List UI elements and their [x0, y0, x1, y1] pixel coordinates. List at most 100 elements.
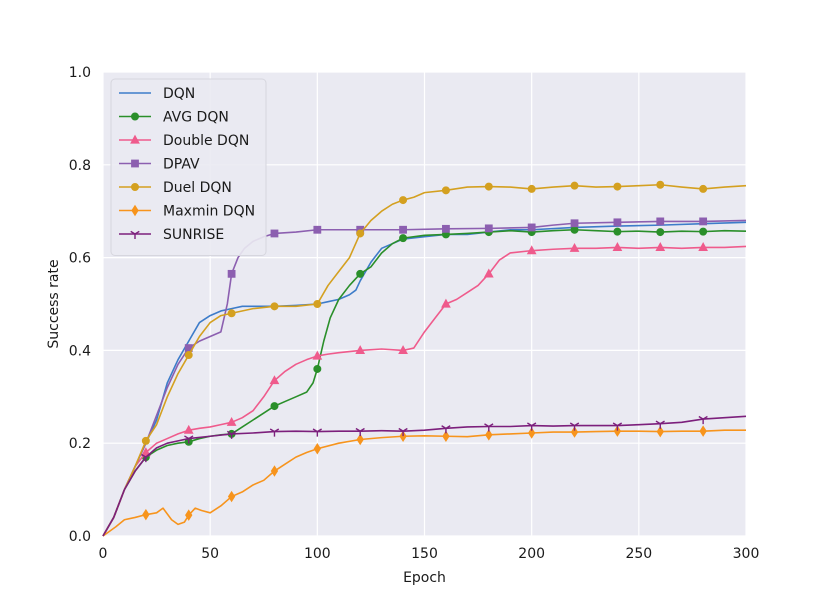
legend-item: Double DQN: [119, 133, 249, 149]
legend-item: SUNRISE: [119, 227, 224, 243]
series-marker: [613, 218, 622, 227]
y-tick-label: 0.6: [69, 251, 91, 267]
legend-item: Duel DQN: [119, 180, 232, 196]
series-marker: [399, 196, 408, 205]
series-marker: [399, 225, 407, 234]
series-marker: [569, 242, 580, 252]
series-marker: [140, 447, 151, 457]
series-marker: [655, 242, 666, 251]
y-axis-label: Success rate: [46, 259, 62, 348]
series-marker: [698, 415, 708, 425]
y-tick-label: 0.2: [69, 436, 91, 452]
series-marker: [312, 428, 322, 437]
series-marker: [570, 181, 579, 190]
series-line: [102, 415, 747, 537]
series-marker: [656, 217, 665, 226]
x-axis-label: Epoch: [403, 570, 446, 586]
series-marker: [399, 430, 407, 442]
series-marker: [570, 426, 579, 438]
series-double-dqn: [102, 242, 747, 537]
x-tick-label: 50: [201, 546, 219, 562]
y-tick-label: 0.4: [69, 343, 91, 359]
series-marker: [130, 134, 140, 144]
legend-label: Double DQN: [163, 133, 249, 149]
series-marker: [483, 268, 494, 278]
series-marker: [612, 422, 623, 431]
series-marker: [184, 351, 193, 360]
legend-box: [110, 78, 267, 256]
series-marker: [655, 420, 665, 429]
x-tick-label: 150: [411, 546, 438, 562]
legend-label: DQN: [163, 86, 195, 102]
series-marker: [356, 229, 365, 238]
series-marker: [270, 302, 279, 311]
series-marker: [130, 230, 140, 239]
series-marker: [269, 428, 280, 437]
series-marker: [356, 269, 365, 278]
legend-label: Maxmin DQN: [163, 204, 255, 220]
series-marker: [613, 182, 622, 191]
series-marker: [141, 453, 151, 463]
series-marker: [441, 186, 450, 195]
series-marker: [699, 184, 708, 193]
series-marker: [313, 225, 322, 234]
series-marker: [270, 402, 279, 411]
series-marker: [484, 423, 494, 432]
series-marker: [442, 224, 450, 233]
series-marker: [398, 427, 408, 437]
legend: DQN AVG DQN Double DQN DPAV Duel DQN Maxmin D…: [110, 78, 267, 256]
series-marker: [356, 433, 364, 446]
series-marker: [185, 509, 193, 521]
series-marker: [130, 182, 139, 191]
series-duel-dqn: [102, 180, 747, 537]
series-marker: [313, 299, 322, 308]
series-marker: [656, 228, 665, 237]
series-marker: [313, 443, 322, 455]
series-marker: [269, 375, 280, 385]
legend-label: DPAV: [163, 157, 200, 173]
series-marker: [183, 424, 194, 434]
series-marker: [441, 425, 451, 434]
series-marker: [184, 435, 194, 444]
series-marker: [698, 242, 709, 251]
x-tick-label: 250: [625, 546, 652, 562]
x-tick-label: 0: [99, 546, 108, 562]
series-marker: [699, 425, 707, 437]
series-marker: [227, 269, 236, 278]
series-marker: [442, 430, 450, 442]
series-marker: [142, 508, 150, 521]
series-marker: [613, 227, 622, 236]
x-tick-label: 100: [304, 546, 331, 562]
series-marker: [526, 245, 537, 255]
y-tick-label: 0.8: [69, 158, 91, 174]
series-marker: [612, 242, 623, 251]
series-marker: [699, 227, 708, 236]
series-marker: [270, 229, 279, 238]
series-marker: [130, 112, 139, 121]
series-marker: [355, 345, 366, 355]
y-tick-label: 0.0: [69, 529, 91, 545]
series-marker: [484, 182, 493, 191]
series-marker: [656, 180, 665, 189]
tick-labels: 0 50 100 150 200 250 300 0.0 0.2 0.4 0.6 0.8 1.0: [69, 65, 760, 562]
series-marker: [441, 298, 451, 308]
series-marker: [141, 436, 150, 445]
series-marker: [570, 219, 579, 228]
series-maxmin-dqn: [102, 425, 746, 537]
series-marker: [226, 430, 237, 439]
series-marker: [527, 427, 536, 439]
series-marker: [313, 364, 322, 373]
legend-item: AVG DQN: [119, 110, 229, 126]
series-marker: [570, 225, 579, 234]
series-marker: [656, 425, 664, 438]
legend-item: DQN: [119, 86, 195, 102]
x-tick-label: 300: [733, 546, 760, 562]
series-marker: [399, 234, 408, 243]
x-tick-label: 200: [518, 546, 545, 562]
series-marker: [569, 422, 580, 431]
legend-item: DPAV: [119, 157, 200, 173]
series-marker: [699, 217, 708, 226]
series-marker: [131, 159, 139, 168]
series-line: [102, 429, 746, 537]
series-marker: [527, 223, 536, 232]
